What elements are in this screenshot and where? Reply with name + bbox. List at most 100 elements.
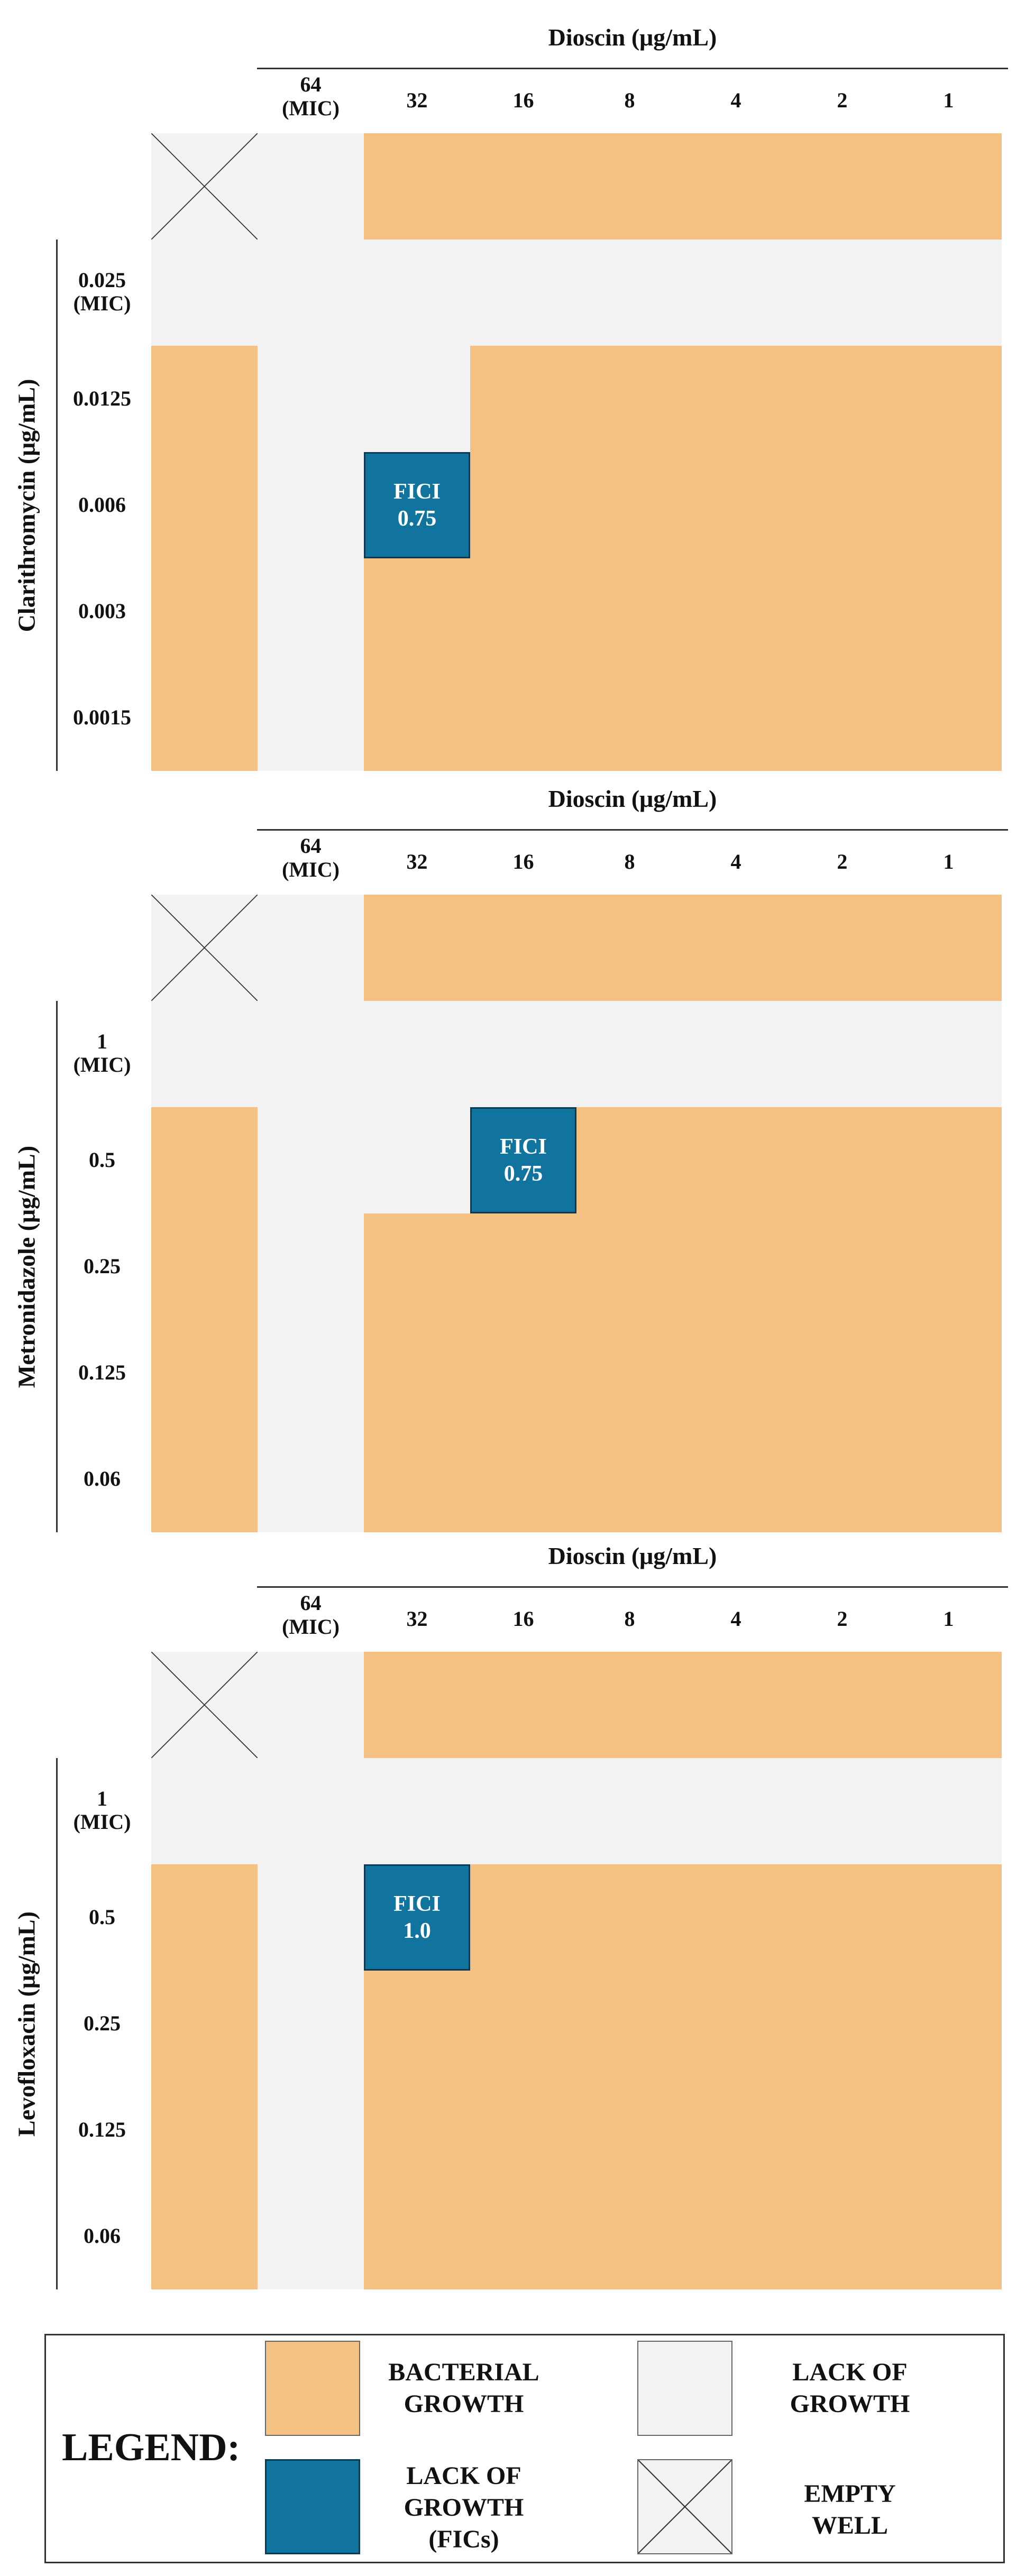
fici-label: FICI xyxy=(393,480,441,504)
well-no-growth xyxy=(258,1107,364,1213)
well-no-growth xyxy=(789,1758,895,1864)
well-bacterial-growth xyxy=(576,895,683,1001)
well-no-growth xyxy=(258,1864,364,1971)
well-no-growth xyxy=(258,133,364,240)
column-label: 1 xyxy=(943,850,954,873)
well-no-growth xyxy=(258,346,364,452)
well-no-growth xyxy=(789,1001,895,1107)
y-axis-title: Clarithromycin (μg/mL) xyxy=(13,379,40,632)
well-bacterial-growth xyxy=(895,1213,1002,1320)
well-bacterial-growth xyxy=(789,1213,895,1320)
well-no-growth xyxy=(895,1001,1002,1107)
well-bacterial-growth xyxy=(683,665,789,771)
well-bacterial-growth xyxy=(151,452,258,558)
well-bacterial-growth xyxy=(470,346,576,452)
well-bacterial-growth xyxy=(151,1971,258,2077)
well-no-growth xyxy=(258,1213,364,1320)
column-label: 32 xyxy=(406,1607,428,1631)
row-label: 0.25 xyxy=(84,2011,121,2035)
well-bacterial-growth xyxy=(576,1213,683,1320)
well-bacterial-growth xyxy=(895,1652,1002,1758)
well-no-growth xyxy=(895,1758,1002,1864)
well-no-growth xyxy=(258,1758,364,1864)
well-no-growth xyxy=(364,1001,470,1107)
well-no-growth xyxy=(258,2183,364,2289)
y-axis-line xyxy=(56,1758,58,2289)
row-label: 0.025 (MIC) xyxy=(73,268,131,316)
well-no-growth xyxy=(470,1001,576,1107)
well-bacterial-growth xyxy=(470,558,576,665)
checkerboard-panel-2: Dioscin (μg/mL) 64 (MIC) 32 16 8 4 2 1 1 (MIC) 0.… xyxy=(0,761,1026,1532)
checkerboard-panel-1: Dioscin (μg/mL) 64 (MIC) 32 16 8 4 2 1 0.025 (MI… xyxy=(0,0,1026,771)
well-bacterial-growth xyxy=(151,1426,258,1532)
row-label: 0.5 xyxy=(89,1147,115,1172)
well-bacterial-growth xyxy=(470,1864,576,1971)
well-bacterial-growth xyxy=(151,1864,258,1971)
legend-swatch-fic xyxy=(265,2459,360,2554)
well-bacterial-growth xyxy=(683,1320,789,1426)
row-label: 0.125 xyxy=(78,2117,126,2141)
row-label: 0.5 xyxy=(89,1905,115,1929)
well-bacterial-growth xyxy=(895,346,1002,452)
column-label: 4 xyxy=(730,1607,741,1631)
well-bacterial-growth xyxy=(576,665,683,771)
well-bacterial-growth xyxy=(576,1864,683,1971)
well-empty xyxy=(151,133,258,240)
well-bacterial-growth xyxy=(789,2077,895,2183)
fici-label: FICI xyxy=(500,1135,547,1160)
well-bacterial-growth xyxy=(576,2077,683,2183)
well-bacterial-growth xyxy=(789,2183,895,2289)
fici-value: 0.75 xyxy=(503,1161,543,1186)
y-axis-title-wrap: Metronidazole (μg/mL) xyxy=(0,1001,53,1532)
well-no-growth xyxy=(470,1758,576,1864)
well-no-growth xyxy=(258,895,364,1001)
well-bacterial-growth xyxy=(576,1107,683,1213)
x-axis-line xyxy=(257,68,1008,69)
well-bacterial-growth xyxy=(895,133,1002,240)
row-label: 0.0125 xyxy=(73,386,131,410)
well-no-growth xyxy=(364,1107,470,1213)
well-bacterial-growth xyxy=(470,133,576,240)
well-no-growth xyxy=(470,240,576,346)
well-bacterial-growth xyxy=(470,2077,576,2183)
well-bacterial-growth xyxy=(151,1213,258,1320)
x-axis-title: Dioscin (μg/mL) xyxy=(548,24,717,51)
well-no-growth xyxy=(258,1001,364,1107)
well-bacterial-growth xyxy=(683,1107,789,1213)
well-bacterial-growth xyxy=(683,1213,789,1320)
well-bacterial-growth xyxy=(895,1426,1002,1532)
well-fici: FICI 0.75 xyxy=(364,452,470,558)
well-bacterial-growth xyxy=(683,2183,789,2289)
legend-label-fic: LACK OF GROWTH (FICs) xyxy=(404,2462,524,2553)
legend-title: LEGEND: xyxy=(62,2426,241,2469)
well-bacterial-growth xyxy=(789,133,895,240)
well-bacterial-growth xyxy=(576,1652,683,1758)
x-axis-title: Dioscin (μg/mL) xyxy=(548,785,717,812)
well-no-growth xyxy=(683,1758,789,1864)
well-no-growth xyxy=(576,1001,683,1107)
well-bacterial-growth xyxy=(364,1320,470,1426)
well-bacterial-growth xyxy=(683,895,789,1001)
legend-swatch-empty-well xyxy=(637,2459,732,2554)
well-bacterial-growth xyxy=(576,1971,683,2077)
empty-well-cross-icon xyxy=(151,895,258,1001)
x-axis-line xyxy=(257,829,1008,831)
well-bacterial-growth xyxy=(151,1320,258,1426)
well-fici: FICI 1.0 xyxy=(364,1864,470,1971)
column-label: 2 xyxy=(837,1607,848,1631)
well-bacterial-growth xyxy=(470,1426,576,1532)
well-bacterial-growth xyxy=(470,1320,576,1426)
row-label: 0.003 xyxy=(78,599,126,623)
legend-swatch-no-growth xyxy=(637,2341,732,2436)
well-no-growth xyxy=(258,1971,364,2077)
well-bacterial-growth xyxy=(895,452,1002,558)
well-bacterial-growth xyxy=(364,558,470,665)
well-bacterial-growth xyxy=(151,665,258,771)
well-fici: FICI 0.75 xyxy=(470,1107,576,1213)
well-bacterial-growth xyxy=(895,665,1002,771)
well-bacterial-growth xyxy=(364,2183,470,2289)
legend-swatch-growth xyxy=(265,2341,360,2436)
well-bacterial-growth xyxy=(789,452,895,558)
well-bacterial-growth xyxy=(895,1107,1002,1213)
well-bacterial-growth xyxy=(576,558,683,665)
